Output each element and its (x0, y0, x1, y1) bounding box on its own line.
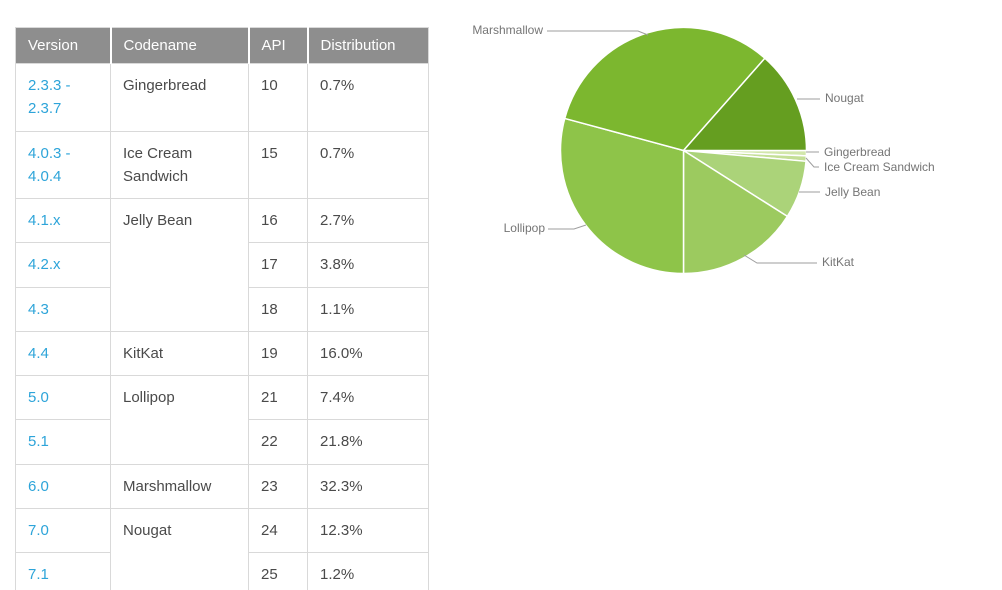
column-header-codename: Codename (109, 27, 249, 64)
api-cell: 21 (248, 374, 308, 421)
codename-cell: Ice Cream Sandwich (110, 130, 249, 199)
version-cell: 2.3.3 - 2.3.7 (15, 63, 111, 132)
api-cell: 24 (248, 507, 308, 554)
table-body: 2.3.3 - 2.3.7 Gingerbread 10 0.7% 4.0.3 - 4.… (15, 63, 429, 590)
table-row: 5.1 22 21.8% (15, 419, 429, 465)
distribution-cell: 0.7% (307, 63, 429, 132)
pie-slice-nougat (682, 57, 808, 152)
codename-cell: Lollipop (110, 375, 249, 465)
api-cell: 18 (248, 286, 308, 332)
api-cell: 22 (248, 419, 308, 465)
table-row: 2.3.3 - 2.3.7 Gingerbread 10 0.7% (15, 63, 429, 132)
table-row: 5.0 Lollipop 21 7.4% (15, 374, 429, 465)
codename-cell: KitKat (110, 330, 249, 377)
pie-slice-marshmallow (564, 26, 766, 152)
api-cell: 23 (248, 463, 308, 509)
distribution-cell: 7.4% (307, 374, 429, 421)
pie-leader-line-kitkat (743, 254, 817, 264)
table-row: 4.0.3 - 4.0.4 Ice Cream Sandwich 15 0.7% (15, 130, 429, 199)
version-cell: 4.3 (15, 286, 111, 332)
table-row: 4.1.x Jelly Bean 16 2.7% (15, 197, 429, 332)
pie-chart-panel: Gingerbread Ice Cream Sandwich Jelly Bean K… (440, 0, 1002, 320)
distribution-cell: 32.3% (307, 463, 429, 509)
version-cell: 5.0 (15, 374, 111, 421)
distribution-cell: 1.2% (307, 551, 429, 590)
column-header-api: API (247, 27, 308, 64)
api-cell: 19 (248, 330, 308, 377)
pie-label-marshmallow: Marshmallow (472, 23, 543, 37)
pie-label-jelly-bean: Jelly Bean (825, 185, 880, 199)
distribution-cell: 0.7% (307, 130, 429, 199)
column-header-version: Version (15, 27, 111, 64)
pie-label-gingerbread: Gingerbread (824, 145, 891, 159)
codename-cell: Nougat (110, 507, 249, 590)
version-cell: 4.1.x (15, 197, 111, 244)
version-distribution-table: Version Codename API Distribution 2.3.3 … (15, 27, 429, 590)
column-header-distribution: Distribution (306, 27, 429, 64)
version-cell: 4.2.x (15, 242, 111, 288)
version-link[interactable]: 5.0 (28, 389, 49, 406)
version-cell: 6.0 (15, 463, 111, 509)
api-cell: 25 (248, 551, 308, 590)
table-row: 7.0 Nougat 24 12.3% (15, 507, 429, 590)
pie-label-nougat: Nougat (825, 91, 864, 105)
pie-leader-line-ice-cream-sandwich (805, 157, 819, 168)
version-link[interactable]: 4.4 (28, 344, 49, 362)
version-link[interactable]: 4.3 (28, 300, 49, 318)
codename-cell: Gingerbread (110, 63, 249, 132)
version-link[interactable]: 7.0 (28, 521, 49, 539)
table-row: 4.4 KitKat 19 16.0% (15, 330, 429, 377)
distribution-cell: 1.1% (307, 286, 429, 332)
pie-label-lollipop: Lollipop (504, 221, 546, 235)
version-link[interactable]: 7.1 (28, 566, 49, 583)
pie-label-ice-cream-sandwich: Ice Cream Sandwich (824, 160, 935, 174)
version-link[interactable]: 4.0.3 - 4.0.4 (28, 144, 71, 185)
version-link[interactable]: 2.3.3 - 2.3.7 (28, 77, 71, 118)
api-cell: 10 (248, 63, 308, 132)
pie-leader-line-lollipop (548, 224, 587, 230)
distribution-cell: 3.8% (307, 242, 429, 288)
table-row: 4.3 18 1.1% (15, 286, 429, 332)
version-link[interactable]: 5.1 (28, 433, 49, 451)
api-cell: 15 (248, 130, 308, 199)
version-link[interactable]: 4.2.x (28, 256, 61, 274)
version-cell: 7.0 (15, 507, 111, 554)
codename-cell: Jelly Bean (110, 198, 249, 332)
table-header-row: Version Codename API Distribution (15, 27, 429, 64)
distribution-cell: 12.3% (307, 507, 429, 554)
version-cell: 4.0.3 - 4.0.4 (15, 130, 111, 199)
distribution-cell: 21.8% (307, 419, 429, 465)
pie-label-kitkat: KitKat (822, 255, 855, 269)
version-link[interactable]: 4.1.x (28, 212, 61, 229)
version-cell: 4.4 (15, 330, 111, 377)
codename-cell: Marshmallow (110, 463, 249, 509)
table-row: 6.0 Marshmallow 23 32.3% (15, 463, 429, 509)
api-cell: 16 (248, 197, 308, 244)
pie-leader-line-marshmallow (547, 30, 649, 36)
version-link[interactable]: 6.0 (28, 477, 49, 495)
distribution-cell: 16.0% (307, 330, 429, 377)
table-row: 7.1 25 1.2% (15, 551, 429, 590)
pie-slice-kitkat (682, 149, 789, 275)
version-cell: 5.1 (15, 419, 111, 465)
version-cell: 7.1 (15, 551, 111, 590)
api-cell: 17 (248, 242, 308, 288)
distribution-cell: 2.7% (307, 197, 429, 244)
table-row: 4.2.x 17 3.8% (15, 242, 429, 288)
